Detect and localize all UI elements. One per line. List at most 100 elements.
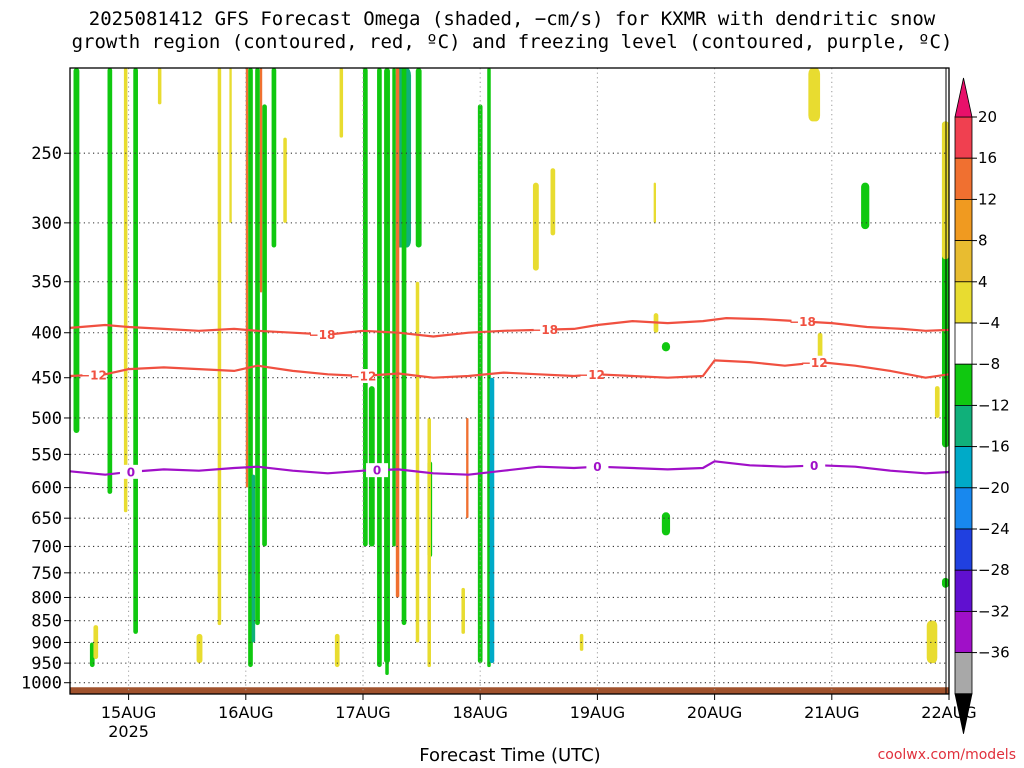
contour-label: 0 bbox=[810, 459, 818, 473]
contour-label: −12 bbox=[350, 370, 377, 384]
omega-region bbox=[661, 512, 671, 536]
contour-label: 0 bbox=[593, 460, 601, 474]
contour-label-bg bbox=[82, 367, 105, 382]
contour-line bbox=[69, 460, 950, 476]
contour-label-bg bbox=[803, 458, 826, 473]
contour-label-bg bbox=[352, 369, 374, 384]
y-tick-label: 550 bbox=[31, 445, 62, 465]
x-axis-label: Forecast Time (UTC) bbox=[419, 745, 601, 766]
omega-region bbox=[401, 68, 407, 626]
omega-region bbox=[934, 386, 940, 418]
omega-region bbox=[271, 68, 277, 248]
omega-region bbox=[217, 68, 222, 626]
colorbar-top-arrow bbox=[954, 77, 973, 118]
colorbar-label: −24 bbox=[978, 520, 1010, 538]
omega-region bbox=[392, 68, 396, 547]
colorbar-label: 16 bbox=[978, 149, 997, 167]
omega-region bbox=[259, 68, 263, 293]
omega-region bbox=[941, 577, 949, 588]
contour-label: −12 bbox=[578, 368, 605, 382]
omega-region bbox=[489, 377, 495, 664]
omega-region bbox=[427, 417, 431, 668]
plot-frame bbox=[69, 67, 950, 695]
colorbar-swatch bbox=[954, 157, 973, 200]
colorbar-swatch bbox=[954, 446, 973, 489]
y-tick-label: 250 bbox=[31, 144, 62, 164]
contour-label-bg bbox=[310, 327, 333, 342]
y-tick-label: 900 bbox=[31, 633, 62, 653]
contour-lines: −18 −18 −18 −12 −12 −12 −12 0 0 0 0 bbox=[69, 314, 950, 479]
y-tick-label: 750 bbox=[31, 564, 62, 584]
contour-label-bg bbox=[580, 367, 603, 382]
chart-title-line2: growth region (contoured, red, ºC) and f… bbox=[71, 31, 953, 53]
omega-region bbox=[415, 281, 420, 643]
omega-region bbox=[415, 68, 422, 248]
grid-lines bbox=[70, 68, 950, 694]
omega-region bbox=[123, 68, 128, 513]
omega-region bbox=[229, 68, 232, 223]
colorbar-label: 8 bbox=[978, 232, 988, 250]
colorbar: 20 16 12 8 4 −4 −8 −12 −16 −20 −24 −28 −32 −36 bbox=[954, 77, 1010, 734]
x-axis: 15AUG 16AUG 17AUG 18AUG 19AUG 20AUG 21AUG 22AUG… bbox=[101, 694, 977, 741]
colorbar-swatch bbox=[954, 116, 973, 159]
chart-title-line1: 2025081412 GFS Forecast Omega (shaded, −… bbox=[88, 8, 936, 30]
omega-region bbox=[196, 633, 203, 664]
contour-line bbox=[69, 317, 950, 338]
omega-region bbox=[926, 620, 938, 664]
omega-region bbox=[808, 68, 821, 122]
colorbar-label: −4 bbox=[978, 314, 1000, 332]
credit-text: coolwx.com/models bbox=[877, 747, 1016, 763]
colorbar-label: −8 bbox=[978, 355, 1000, 373]
contour-label: −18 bbox=[531, 323, 558, 337]
omega-region bbox=[532, 182, 539, 271]
x-tick-label: 15AUG bbox=[101, 703, 156, 722]
contour-label: −18 bbox=[789, 315, 816, 329]
colorbar-label: −36 bbox=[978, 644, 1010, 662]
omega-region bbox=[107, 68, 113, 494]
y-tick-label: 700 bbox=[31, 537, 62, 557]
contour-line bbox=[69, 359, 950, 379]
x-tick-label: 21AUG bbox=[804, 703, 859, 722]
colorbar-swatch bbox=[954, 404, 973, 447]
y-tick-label: 1000 bbox=[21, 674, 62, 694]
contour-label: 0 bbox=[127, 465, 135, 479]
omega-region bbox=[550, 168, 556, 236]
contour-label-bg bbox=[533, 322, 556, 337]
omega-region bbox=[157, 68, 162, 105]
omega-region bbox=[73, 68, 80, 433]
omega-region bbox=[245, 68, 249, 488]
x-tick-label: 19AUG bbox=[570, 703, 625, 722]
colorbar-label: −32 bbox=[978, 602, 1010, 620]
contour-label-bg bbox=[791, 314, 814, 329]
y-tick-label: 500 bbox=[31, 409, 62, 429]
omega-region bbox=[385, 546, 389, 675]
colorbar-label: −20 bbox=[978, 479, 1010, 497]
omega-region bbox=[93, 625, 99, 660]
x-tick-label: 17AUG bbox=[335, 703, 390, 722]
colorbar-label: 20 bbox=[978, 108, 997, 126]
colorbar-label: −28 bbox=[978, 561, 1010, 579]
colorbar-swatch bbox=[954, 281, 973, 324]
colorbar-label: 12 bbox=[978, 190, 997, 208]
x-tick-label: 20AUG bbox=[687, 703, 742, 722]
omega-region bbox=[384, 68, 390, 664]
omega-region bbox=[461, 587, 465, 634]
omega-region bbox=[941, 121, 949, 260]
colorbar-swatch bbox=[954, 569, 973, 612]
y-tick-label: 800 bbox=[31, 588, 62, 608]
y-tick-label: 300 bbox=[31, 214, 62, 234]
colorbar-bottom-arrow bbox=[954, 693, 973, 734]
omega-region bbox=[339, 68, 344, 138]
colorbar-swatch bbox=[954, 652, 973, 695]
contour-label-bg bbox=[803, 355, 826, 370]
colorbar-swatch bbox=[954, 322, 973, 365]
colorbar-swatch bbox=[954, 487, 973, 530]
contour-label-bg bbox=[366, 463, 389, 478]
omega-region bbox=[251, 474, 256, 643]
y-tick-label: 400 bbox=[31, 324, 62, 344]
x-tick-label: 16AUG bbox=[218, 703, 273, 722]
y-tick-label: 650 bbox=[31, 509, 62, 529]
omega-region bbox=[861, 182, 870, 230]
omega-region bbox=[466, 417, 469, 519]
